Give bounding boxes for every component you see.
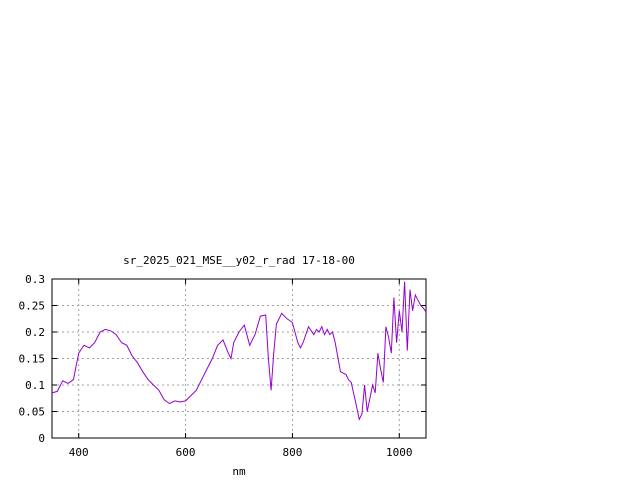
x-tick-label: 1000 [386,446,413,459]
y-tick-label: 0.05 [19,406,46,419]
x-tick-label: 800 [282,446,302,459]
x-tick-label: 400 [69,446,89,459]
x-tick-label: 600 [176,446,196,459]
y-tick-label: 0.1 [25,379,45,392]
chart-title: sr_2025_021_MSE__y02_r_rad 17-18-00 [123,254,355,267]
axis-ticks [52,278,426,439]
x-axis-tick-labels: 400 600 800 1000 [69,446,413,459]
y-tick-label: 0.15 [19,353,46,366]
y-tick-label: 0.25 [19,300,46,313]
x-axis-label: nm [232,465,246,478]
grid-lines [52,278,426,439]
y-tick-label: 0 [38,432,45,445]
series-line [51,281,427,421]
y-tick-label: 0.2 [25,326,45,339]
y-axis-tick-labels: 0 0.05 0.1 0.15 0.2 0.25 0.3 [19,273,46,445]
y-tick-label: 0.3 [25,273,45,286]
